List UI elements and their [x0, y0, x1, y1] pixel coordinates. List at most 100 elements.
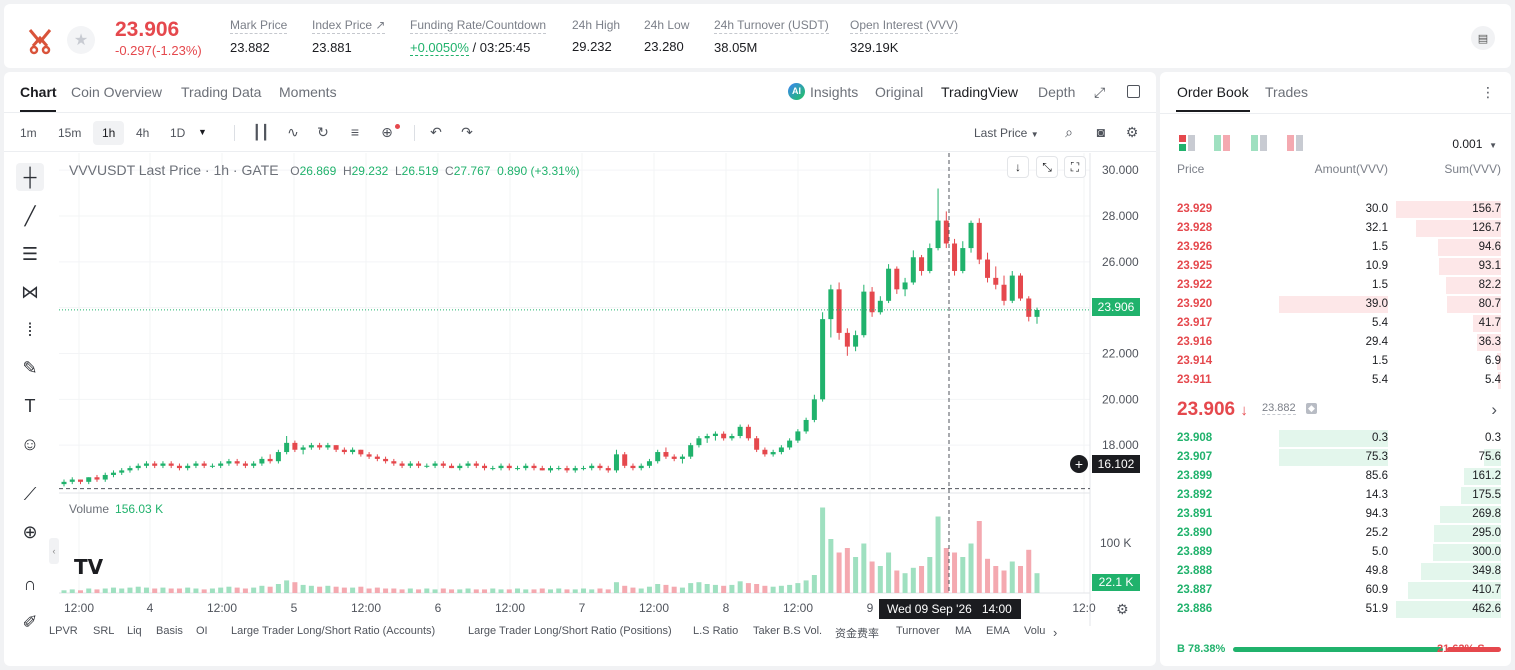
indicator-item[interactable]: EMA	[986, 625, 1010, 637]
ask-row[interactable]: 23.920 39.0 80.7	[1160, 295, 1511, 314]
templates-icon[interactable]: ≡	[350, 124, 360, 140]
bid-row[interactable]: 23.908 0.3 0.3	[1160, 429, 1511, 448]
fullscreen-icon[interactable]: ⛶	[1064, 156, 1086, 178]
bid-row[interactable]: 23.899 85.6 161.2	[1160, 467, 1511, 486]
fib-icon[interactable]: ⁞	[27, 319, 33, 340]
tab-chart[interactable]: Chart	[20, 84, 57, 100]
crosshair-icon[interactable]: ┼	[16, 163, 44, 191]
replay-icon[interactable]: ↻	[317, 124, 329, 140]
timeframe-15m[interactable]: 15m	[58, 126, 82, 140]
col-header-price: Price	[1177, 162, 1205, 176]
tab-insights[interactable]: Insights	[810, 84, 859, 100]
ask-row[interactable]: 23.925 10.9 93.1	[1160, 257, 1511, 276]
indicator-item[interactable]: SRL	[93, 625, 115, 637]
indicator-item[interactable]: 资金费率	[835, 628, 879, 640]
indicator-item[interactable]: Liq	[127, 625, 142, 637]
indicator-item[interactable]: Basis	[156, 625, 183, 637]
view-asks-icon[interactable]	[1287, 135, 1303, 151]
ask-row[interactable]: 23.911 5.4 5.4	[1160, 371, 1511, 390]
indicators-icon[interactable]: ∿	[287, 124, 299, 140]
bid-row[interactable]: 23.886 51.9 462.6	[1160, 600, 1511, 619]
bid-row[interactable]: 23.889 5.0 300.0	[1160, 543, 1511, 562]
zoom-in-icon[interactable]: ⊕	[22, 521, 38, 542]
emoji-icon[interactable]: ☺	[20, 433, 40, 454]
candle-body	[383, 458, 389, 462]
tab-depth[interactable]: Depth	[1038, 84, 1076, 100]
favorite-star-icon[interactable]: ★	[67, 26, 95, 54]
timeframe-1h[interactable]: 1h	[93, 121, 125, 145]
tab-order-book[interactable]: Order Book	[1177, 84, 1249, 100]
expand-icon[interactable]: ⤢	[1094, 84, 1106, 100]
ask-row[interactable]: 23.914 1.5 6.9	[1160, 352, 1511, 371]
view-bids-icon[interactable]	[1251, 135, 1267, 151]
axis-settings-icon[interactable]: ⚙	[1116, 601, 1129, 617]
stat-index-price[interactable]: Index Price ↗ 23.881	[312, 18, 386, 55]
bid-row[interactable]: 23.891 94.3 269.8	[1160, 505, 1511, 524]
chevron-right-icon[interactable]: ›	[1491, 400, 1497, 419]
tab-tradingview[interactable]: TradingView	[941, 84, 1019, 100]
trend-line-icon[interactable]: ╱	[24, 205, 36, 226]
candle-body	[663, 452, 669, 457]
ask-row[interactable]: 23.917 5.4 41.7	[1160, 314, 1511, 333]
indicator-item[interactable]: MA	[955, 625, 972, 637]
bid-row[interactable]: 23.888 49.8 349.8	[1160, 562, 1511, 581]
indicator-scroll-right-icon[interactable]: ›	[1053, 625, 1058, 640]
redo-icon[interactable]: ↷	[461, 124, 473, 140]
book-icon[interactable]: ▤	[1471, 26, 1495, 50]
scroll-down-icon[interactable]: ↓	[1007, 156, 1029, 178]
ask-row[interactable]: 23.929 30.0 156.7	[1160, 200, 1511, 219]
undo-icon[interactable]: ↶	[430, 124, 442, 140]
add-alert-icon[interactable]: ⊕	[381, 124, 393, 140]
precision-select[interactable]: 0.001 ▼	[1452, 137, 1497, 151]
ask-row[interactable]: 23.916 29.4 36.3	[1160, 333, 1511, 352]
pencil-lock-icon[interactable]: ✐	[22, 611, 38, 632]
view-both-alt-icon[interactable]	[1214, 135, 1230, 151]
magnet-icon[interactable]: ∩	[23, 573, 37, 594]
tab-trades[interactable]: Trades	[1265, 84, 1309, 100]
indicator-item[interactable]: Large Trader Long/Short Ratio (Positions…	[468, 625, 672, 637]
more-options-icon[interactable]: ⋮	[1481, 84, 1495, 100]
window-icon[interactable]	[1127, 85, 1140, 98]
indicator-item[interactable]: Turnover	[896, 625, 940, 637]
bid-row[interactable]: 23.890 25.2 295.0	[1160, 524, 1511, 543]
collapse-toolbar-button[interactable]: ‹	[49, 538, 59, 564]
price-source-select[interactable]: Last Price ▼	[974, 126, 1039, 140]
tab-original[interactable]: Original	[875, 84, 924, 100]
timeframe-1d[interactable]: 1D	[170, 126, 186, 140]
bid-row[interactable]: 23.907 75.3 75.6	[1160, 448, 1511, 467]
indicator-item[interactable]: Volu	[1024, 625, 1046, 637]
timeframe-dropdown-icon[interactable]: ▼	[198, 127, 207, 137]
price-chart[interactable]: 30.00028.00026.00024.00022.00020.00018.0…	[59, 153, 1156, 626]
bid-row[interactable]: 23.892 14.3 175.5	[1160, 486, 1511, 505]
indicator-item[interactable]: OI	[196, 625, 208, 637]
tab-coin-overview[interactable]: Coin Overview	[71, 84, 163, 100]
volume-bar	[391, 588, 397, 593]
horizontal-lines-icon[interactable]: ☰	[21, 243, 39, 264]
collapse-icon[interactable]: ⤡	[1036, 156, 1058, 178]
view-both-icon[interactable]	[1179, 135, 1195, 151]
bid-row[interactable]: 23.887 60.9 410.7	[1160, 581, 1511, 600]
timeframe-4h[interactable]: 4h	[136, 126, 150, 140]
timeframe-1m[interactable]: 1m	[20, 126, 37, 140]
indicator-item[interactable]: Large Trader Long/Short Ratio (Accounts)	[231, 625, 436, 637]
ask-row[interactable]: 23.928 32.1 126.7	[1160, 219, 1511, 238]
brush-icon[interactable]: ✎	[22, 357, 38, 378]
gear-icon[interactable]: ⚙	[1125, 124, 1139, 140]
search-icon[interactable]: ⌕	[1065, 124, 1073, 140]
add-order-icon[interactable]: +	[1070, 455, 1088, 473]
pattern-icon[interactable]: ⋈	[21, 281, 39, 302]
ruler-icon[interactable]: ⟋	[23, 483, 37, 504]
indicator-item[interactable]: Taker B.S Vol.	[753, 625, 823, 637]
indicator-item[interactable]: LPVR	[49, 625, 78, 637]
candle-body	[325, 445, 331, 448]
ask-row[interactable]: 23.926 1.5 94.6	[1160, 238, 1511, 257]
ask-row[interactable]: 23.922 1.5 82.2	[1160, 276, 1511, 295]
candle-type-icon[interactable]: ┃┃	[252, 124, 270, 140]
camera-icon[interactable]: ◙	[1096, 124, 1106, 140]
order-sum: 82.2	[1478, 279, 1501, 291]
candle-body	[811, 399, 817, 420]
indicator-item[interactable]: L.S Ratio	[693, 625, 739, 637]
text-tool-icon[interactable]: T	[24, 395, 36, 416]
tab-trading-data[interactable]: Trading Data	[181, 84, 262, 100]
tab-moments[interactable]: Moments	[279, 84, 337, 100]
